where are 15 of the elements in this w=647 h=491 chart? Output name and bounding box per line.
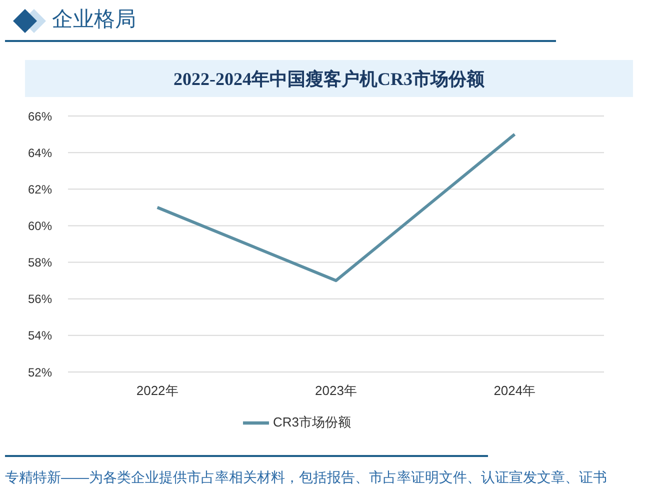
y-tick-label: 62% [28, 182, 52, 196]
y-tick-label: 64% [28, 146, 52, 160]
y-tick-label: 58% [28, 256, 52, 270]
text: 专精特新——为各类企业提供市占率相关材料，包括报告、市占率证明文件、认证宣发文章、证书 [5, 468, 607, 486]
y-tick-label: 54% [28, 328, 52, 343]
y-tick-label: 52% [28, 365, 52, 380]
y-tick-label: 66% [28, 109, 52, 124]
legend-label: CR3市场份额 [272, 414, 351, 430]
chart-title: 2022-2024年中国瘦客户机CR3市场份额 [174, 68, 484, 90]
y-tick-label: 60% [28, 218, 52, 233]
x-tick-label: 2022年 [136, 383, 178, 398]
x-tick-label: 2024年 [494, 383, 536, 398]
text: 企业格局 [52, 7, 136, 33]
x-tick-label: 2023年 [315, 383, 357, 398]
y-tick-label: 56% [28, 292, 52, 306]
